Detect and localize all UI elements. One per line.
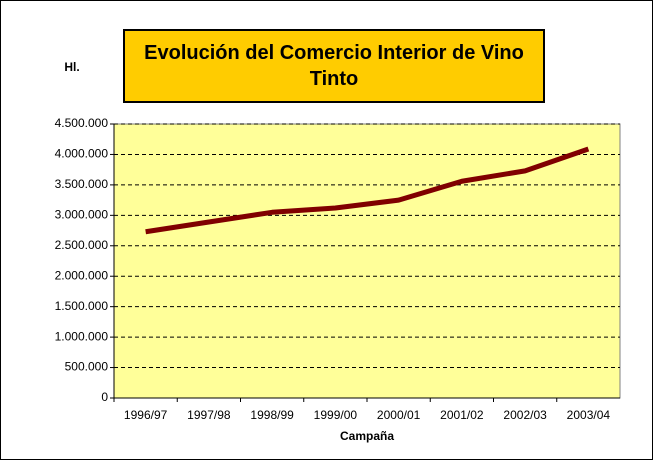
x-tick-label: 2002/03 — [503, 408, 547, 422]
data-line — [145, 146, 590, 235]
x-tick-label: 2000/01 — [377, 408, 421, 422]
x-tick-label: 2001/02 — [440, 408, 484, 422]
y-tick-label: 1.000.000 — [55, 329, 109, 343]
chart-title: Evolución del Comercio Interior de Vino … — [123, 29, 545, 103]
x-tick-label: 1999/00 — [314, 408, 358, 422]
y-tick-label: 500.000 — [65, 360, 109, 374]
x-tick-label: 1997/98 — [187, 408, 231, 422]
y-tick-label: 4.000.000 — [55, 147, 109, 161]
y-tick-label: 4.500.000 — [55, 116, 109, 130]
y-axis-label: Hl. — [64, 60, 79, 74]
x-tick-label: 1998/99 — [250, 408, 294, 422]
y-tick-label: 2.500.000 — [55, 238, 109, 252]
y-tick-label: 3.500.000 — [55, 177, 109, 191]
y-tick-label: 1.500.000 — [55, 299, 109, 313]
x-tick-label: 2003/04 — [567, 408, 611, 422]
y-tick-label: 3.000.000 — [55, 208, 109, 222]
y-tick-label: 0 — [101, 390, 108, 404]
x-axis-label: Campaña — [340, 429, 394, 443]
y-tick-label: 2.000.000 — [55, 268, 109, 282]
x-tick-label: 1996/97 — [124, 408, 168, 422]
